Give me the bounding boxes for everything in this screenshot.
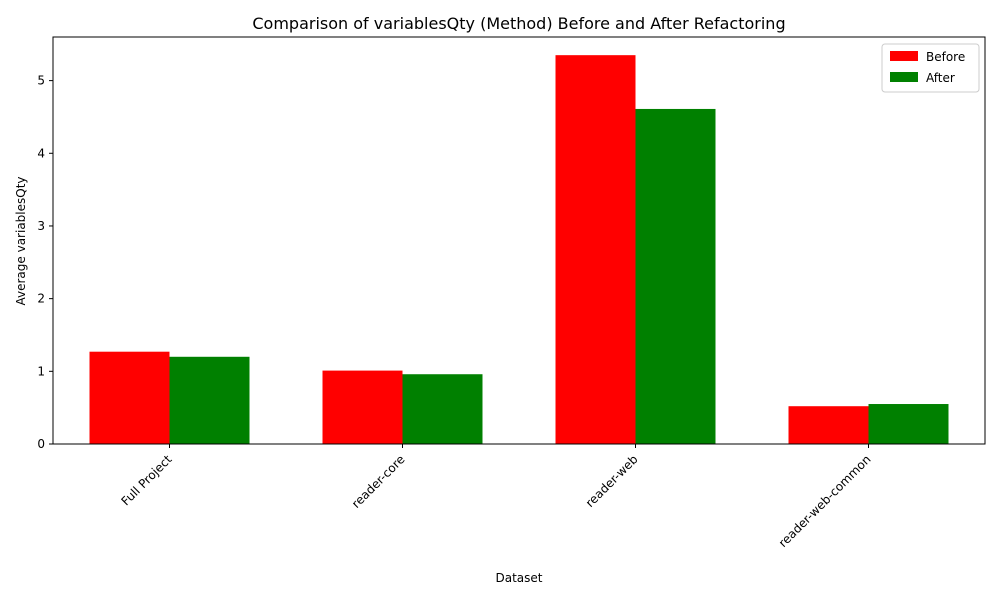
bar-after-2 [635, 108, 716, 444]
legend: Before After [881, 43, 980, 93]
x-tick-label: reader-web-common [776, 452, 874, 550]
legend-label-before: Before [926, 50, 965, 64]
legend-label-after: After [926, 71, 955, 85]
y-tick-label: 4 [37, 146, 45, 160]
y-tick-label: 0 [37, 437, 45, 451]
bar-before-1 [322, 370, 403, 444]
bar-after-3 [868, 404, 949, 444]
bar-after-0 [169, 356, 250, 444]
y-axis-label: Average variablesQty [14, 176, 28, 305]
bar-after-1 [402, 374, 483, 444]
y-tick-label: 2 [37, 292, 45, 306]
y-tick-label: 5 [37, 74, 45, 88]
legend-swatch-before [890, 51, 918, 61]
bars-layer [89, 55, 949, 444]
chart-title: Comparison of variablesQty (Method) Befo… [252, 14, 785, 33]
bar-before-0 [89, 351, 170, 444]
x-tick-label: reader-core [349, 452, 408, 511]
bar-before-2 [555, 55, 636, 444]
x-axis-label: Dataset [496, 571, 543, 585]
legend-swatch-after [890, 72, 918, 82]
y-tick-label: 1 [37, 364, 45, 378]
x-tick-label: reader-web [583, 452, 641, 510]
y-axis: 0 1 2 3 4 5 [37, 74, 53, 451]
x-axis: Full Project reader-core reader-web reader-… [118, 444, 874, 550]
plot-frame [52, 36, 986, 445]
y-tick-label: 3 [37, 219, 45, 233]
x-tick-label: Full Project [118, 452, 174, 508]
bar-before-3 [788, 406, 869, 444]
